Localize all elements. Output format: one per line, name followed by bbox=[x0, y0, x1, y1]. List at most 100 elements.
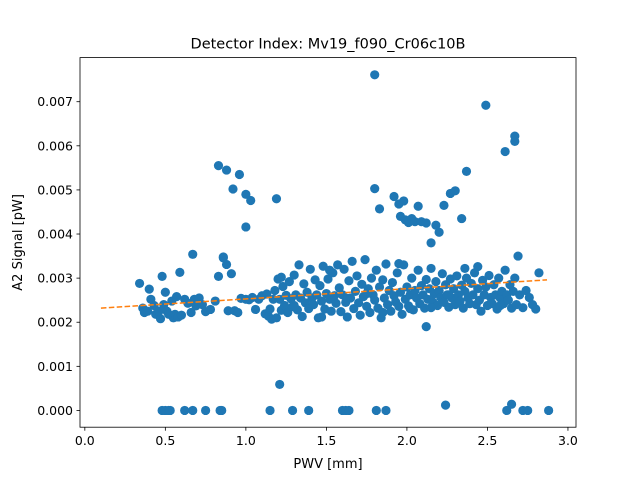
data-point bbox=[213, 271, 224, 281]
data-point bbox=[143, 306, 153, 316]
data-point bbox=[502, 405, 512, 416]
data-point bbox=[316, 312, 327, 322]
data-point bbox=[405, 303, 415, 314]
data-point bbox=[176, 310, 187, 320]
data-point bbox=[234, 169, 245, 180]
data-point bbox=[271, 313, 282, 323]
data-point bbox=[421, 274, 431, 285]
data-point bbox=[484, 270, 494, 281]
x-tick-label: 2.0 bbox=[397, 433, 417, 448]
data-point bbox=[347, 256, 357, 266]
data-point bbox=[421, 218, 431, 228]
data-point bbox=[506, 399, 517, 409]
data-point bbox=[378, 307, 388, 318]
data-point bbox=[144, 284, 154, 294]
data-point bbox=[305, 264, 315, 274]
data-point bbox=[461, 166, 472, 176]
x-tick-label: 0.5 bbox=[155, 433, 175, 448]
data-point bbox=[357, 279, 367, 289]
data-point bbox=[437, 269, 447, 279]
x-tick-label: 1.0 bbox=[236, 433, 256, 448]
data-point bbox=[544, 405, 554, 416]
data-point bbox=[284, 277, 294, 287]
data-point bbox=[326, 306, 336, 316]
data-point bbox=[352, 271, 362, 281]
data-point bbox=[466, 278, 476, 289]
data-point bbox=[342, 312, 352, 322]
data-point bbox=[241, 222, 251, 232]
y-tick-label: 0.002 bbox=[37, 315, 73, 330]
data-point bbox=[510, 273, 520, 283]
data-point bbox=[160, 287, 170, 297]
data-point bbox=[495, 300, 505, 311]
data-point bbox=[188, 249, 198, 259]
data-point bbox=[323, 274, 333, 284]
data-point bbox=[172, 292, 182, 302]
data-point bbox=[381, 259, 391, 269]
data-point bbox=[473, 262, 483, 272]
data-point bbox=[262, 289, 272, 299]
data-point bbox=[431, 220, 441, 230]
data-point bbox=[265, 304, 275, 314]
y-tick-label: 0.007 bbox=[37, 94, 73, 109]
data-point bbox=[476, 306, 486, 316]
data-point bbox=[473, 284, 483, 294]
data-point bbox=[374, 282, 385, 292]
data-point bbox=[370, 70, 380, 80]
data-point bbox=[455, 296, 465, 306]
data-point bbox=[221, 259, 232, 270]
data-point bbox=[407, 273, 417, 283]
data-point bbox=[510, 136, 520, 146]
plot-frame bbox=[79, 57, 577, 428]
data-point bbox=[362, 288, 372, 299]
data-point bbox=[342, 293, 352, 304]
data-point bbox=[334, 283, 344, 293]
data-point bbox=[366, 273, 377, 283]
data-point bbox=[378, 275, 388, 285]
data-point bbox=[500, 146, 510, 157]
data-point bbox=[315, 281, 325, 291]
data-point bbox=[518, 303, 528, 313]
data-point bbox=[523, 405, 533, 416]
data-points bbox=[134, 70, 554, 416]
data-point bbox=[452, 271, 462, 281]
data-point bbox=[468, 290, 478, 300]
x-axis-label: PWV [mm] bbox=[293, 457, 362, 472]
data-point bbox=[325, 265, 335, 275]
data-point bbox=[218, 252, 228, 262]
data-point bbox=[289, 270, 299, 280]
y-tick-label: 0.006 bbox=[37, 138, 73, 153]
data-point bbox=[299, 279, 309, 289]
data-point bbox=[381, 405, 391, 416]
data-point bbox=[481, 100, 491, 110]
data-point bbox=[294, 260, 304, 270]
data-point bbox=[165, 405, 175, 416]
data-point bbox=[457, 213, 467, 224]
data-point bbox=[344, 405, 354, 416]
data-point bbox=[392, 268, 402, 278]
data-point bbox=[201, 405, 211, 416]
data-point bbox=[494, 273, 504, 283]
data-point bbox=[394, 258, 404, 269]
data-point bbox=[365, 307, 375, 318]
data-point bbox=[339, 264, 349, 274]
data-point bbox=[217, 405, 227, 416]
data-point bbox=[370, 183, 380, 194]
data-point bbox=[370, 295, 380, 305]
x-tick-label: 0.0 bbox=[75, 433, 95, 448]
y-tick-label: 0.003 bbox=[37, 271, 73, 286]
data-point bbox=[205, 304, 216, 315]
data-point bbox=[233, 307, 243, 318]
data-point bbox=[134, 278, 145, 289]
y-axis-label: A2 Signal [pW] bbox=[11, 194, 26, 291]
data-point bbox=[439, 200, 449, 210]
data-point bbox=[228, 184, 238, 194]
data-point bbox=[213, 161, 224, 171]
data-point bbox=[450, 186, 460, 196]
data-point bbox=[226, 269, 236, 279]
data-point bbox=[434, 227, 444, 237]
data-point bbox=[399, 196, 409, 206]
data-point bbox=[155, 314, 166, 324]
data-point bbox=[503, 295, 513, 305]
